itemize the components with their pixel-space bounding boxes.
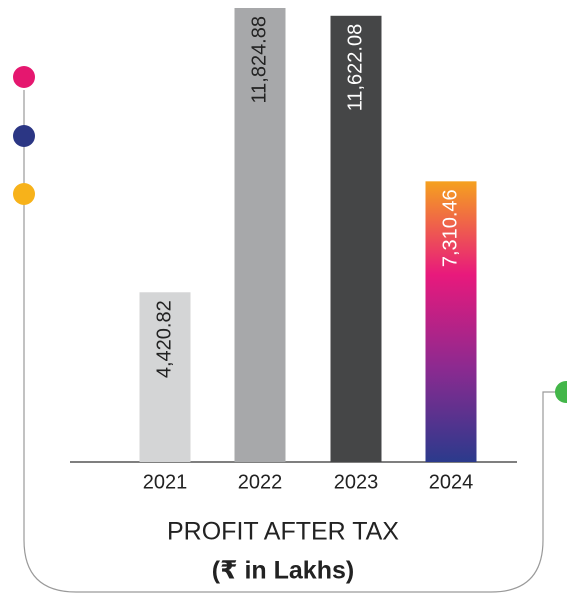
value-label: 4,420.82 <box>153 300 175 378</box>
frame-line <box>23 90 556 593</box>
bar <box>139 292 191 462</box>
bar <box>330 15 382 463</box>
dot-green <box>555 381 567 403</box>
dot-yellow <box>13 183 35 205</box>
chart-title: PROFIT AFTER TAX <box>167 518 399 546</box>
dot-pink <box>13 66 35 88</box>
x-tick-label: 2024 <box>429 471 474 493</box>
x-tick-label: 2022 <box>238 471 283 493</box>
dot-navy <box>13 125 35 147</box>
value-label: 7,310.46 <box>439 189 461 267</box>
x-tick-label: 2021 <box>143 471 188 493</box>
value-label: 11,824.88 <box>248 16 270 104</box>
bar <box>425 181 477 462</box>
x-tick-label: 2023 <box>334 471 379 493</box>
bar <box>234 8 286 462</box>
chart-subtitle: (₹ in Lakhs) <box>212 557 354 585</box>
value-label: 11,622.08 <box>344 24 366 112</box>
